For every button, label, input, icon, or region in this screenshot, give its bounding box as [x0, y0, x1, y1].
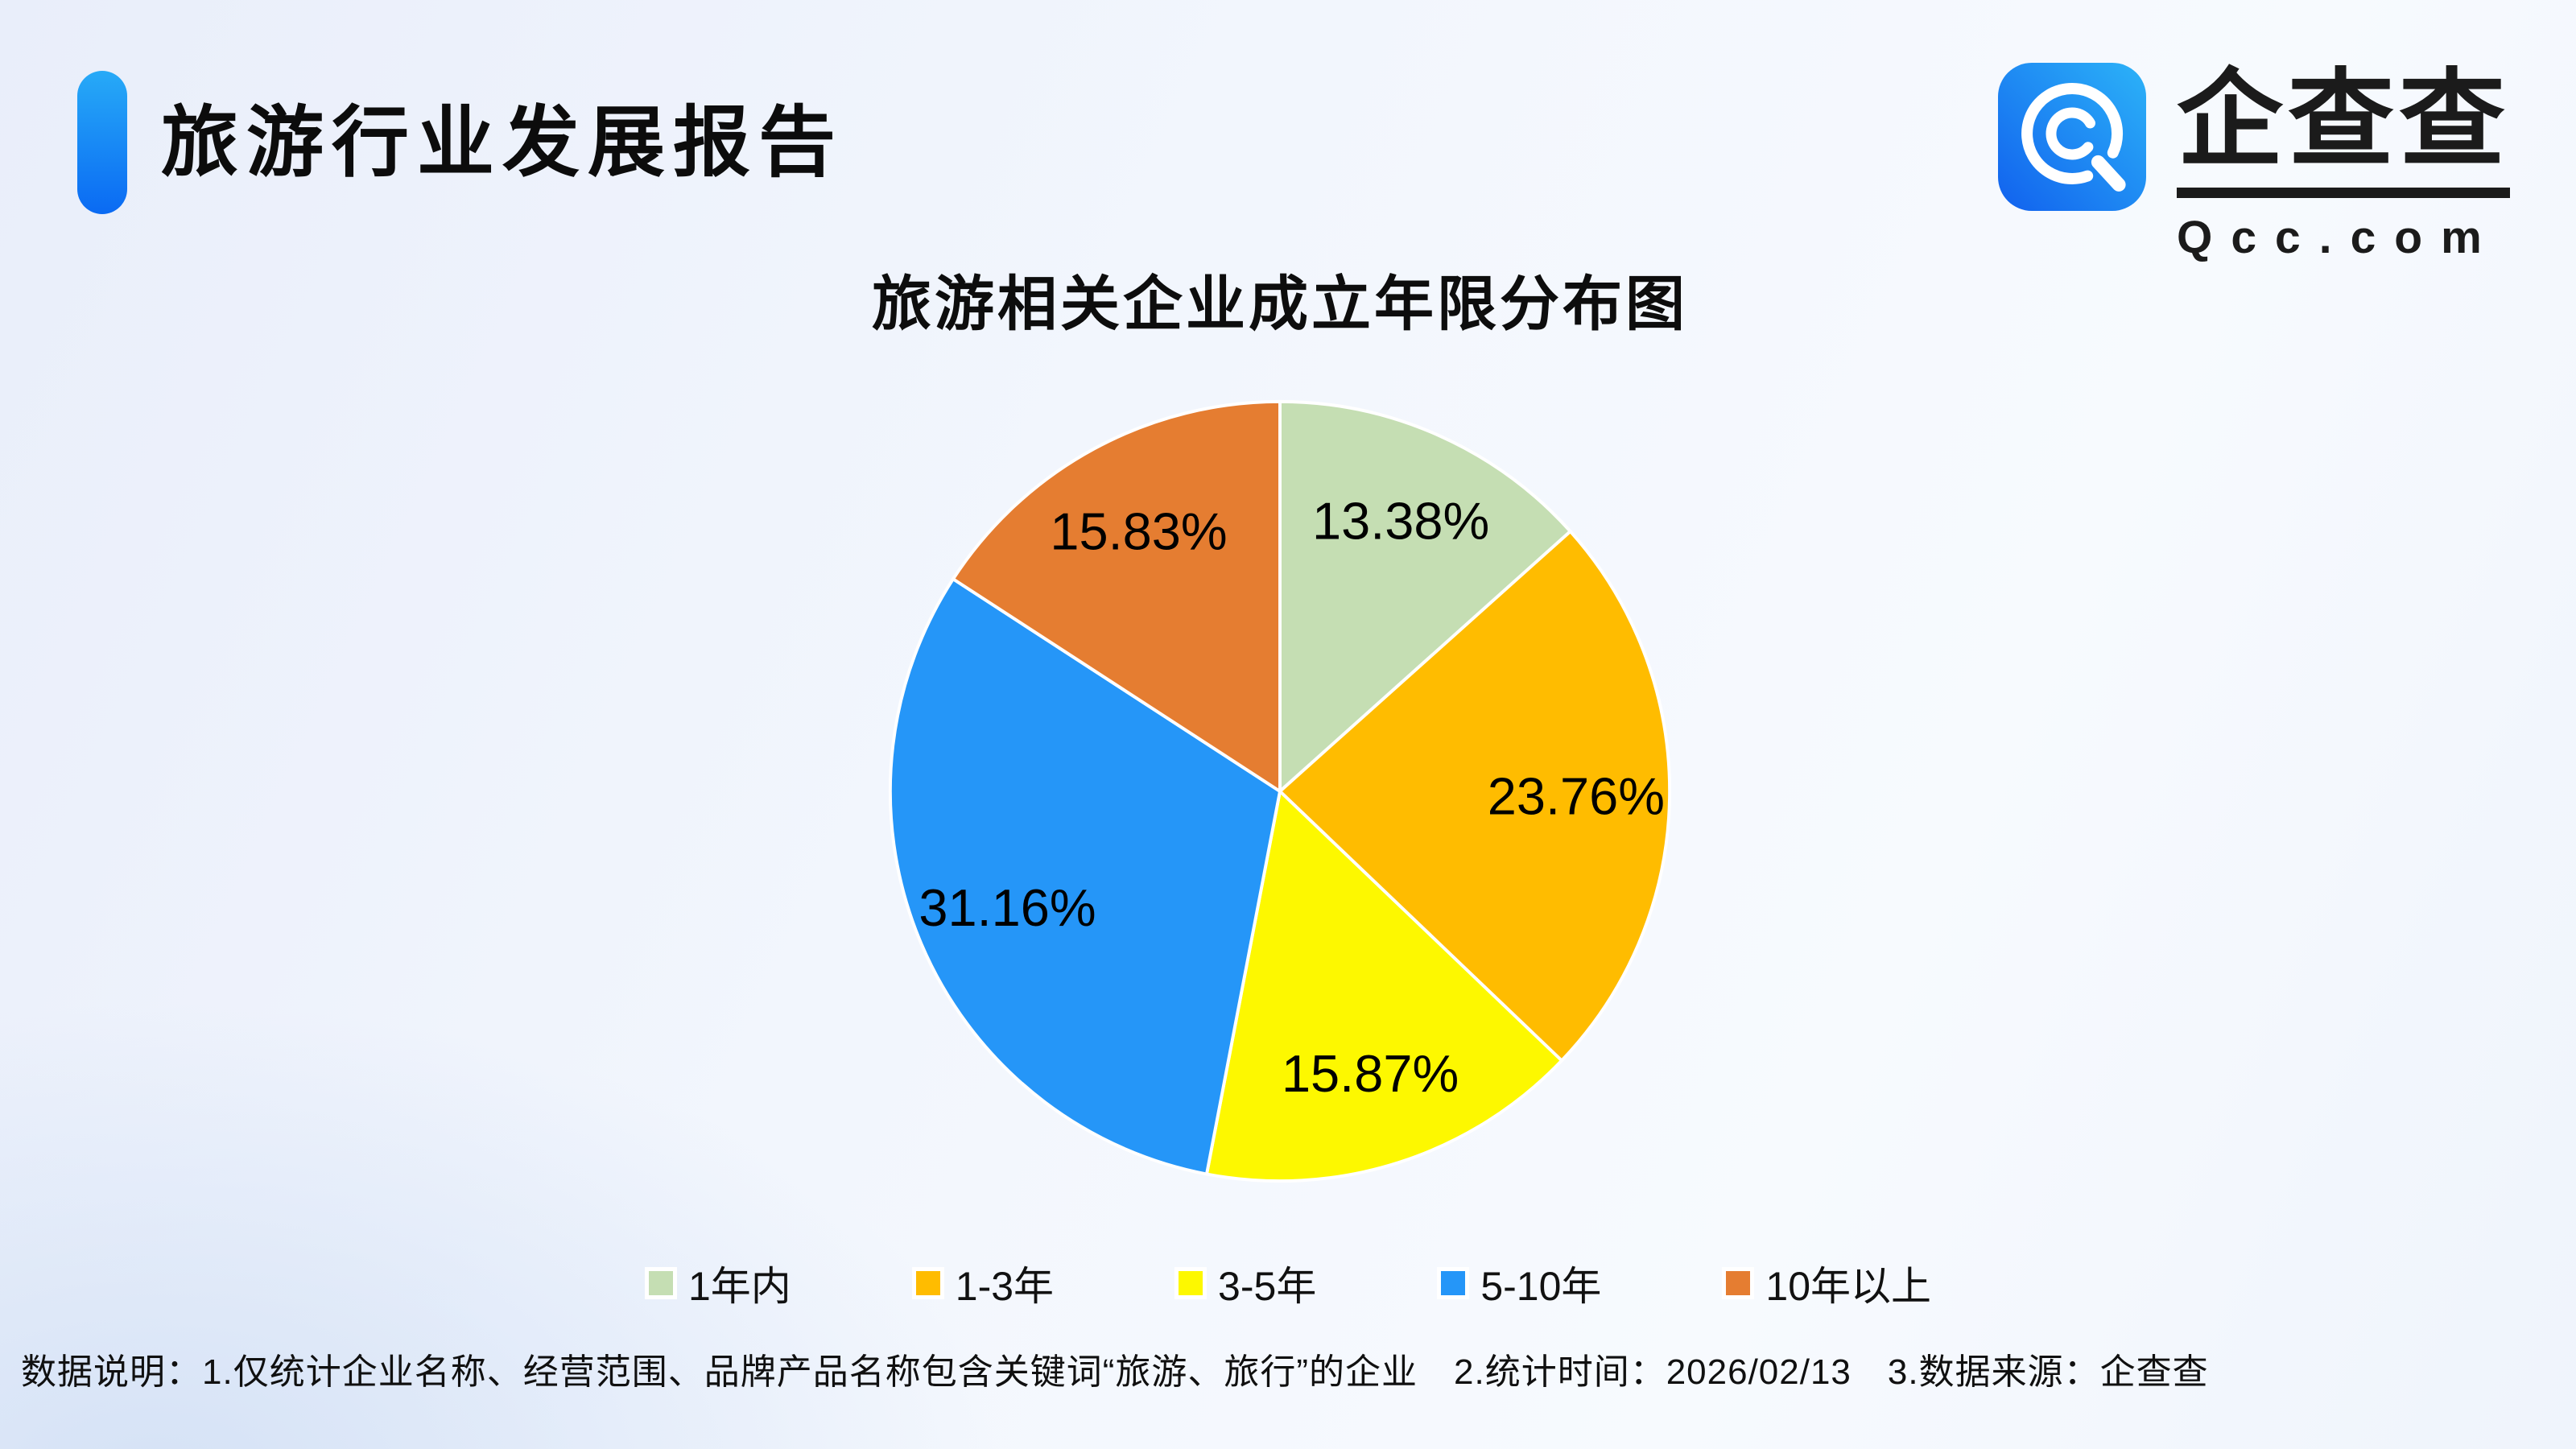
qcc-logo: 企查查 Qcc.com: [1998, 62, 2510, 264]
footer-note: 数据说明：1.仅统计企业名称、经营范围、品牌产品名称包含关键词“旅游、旅行”的企…: [21, 1352, 2209, 1392]
legend-swatch: [1722, 1267, 1755, 1299]
qcc-brand-text: 企查查: [2177, 62, 2510, 198]
pie-slice-label: 23.76%: [1488, 767, 1665, 826]
pie-chart: 13.38% 23.76% 15.87% 31.16% 15.83%: [888, 399, 1672, 1183]
legend-label: 1年内: [687, 1264, 791, 1309]
legend-label: 3-5年: [1218, 1264, 1317, 1309]
chart-title: 旅游相关企业成立年限分布图: [872, 270, 1688, 337]
legend-item-3: 5-10年: [1437, 1254, 1601, 1312]
pie-slice-label: 15.87%: [1282, 1044, 1459, 1103]
legend-swatch: [644, 1267, 677, 1299]
title-accent-bar: [77, 71, 127, 214]
pie-slice-label: 15.83%: [1050, 502, 1227, 560]
qcc-domain-text: Qcc.com: [2177, 211, 2500, 263]
legend-label: 1-3年: [955, 1264, 1055, 1309]
legend-swatch: [911, 1267, 944, 1299]
report-title: 旅游行业发展报告: [161, 100, 844, 186]
pie-slice-label: 13.38%: [1312, 492, 1489, 551]
pie-slice-1: [1278, 530, 1672, 1063]
legend-item-1: 1-3年: [911, 1254, 1055, 1312]
pie-slice-3: [888, 577, 1282, 1176]
legend-label: 5-10年: [1480, 1264, 1602, 1309]
pie-slice-label: 31.16%: [919, 878, 1096, 937]
pie-slice-2: [1205, 790, 1563, 1183]
legend: 1年内 1-3年 3-5年 5-10年 10年以上: [0, 1261, 2576, 1309]
legend-item-0: 1年内: [644, 1254, 791, 1312]
qcc-magnifier-icon: [1998, 63, 2146, 211]
legend-swatch: [1174, 1267, 1208, 1299]
qcc-logo-text: 企查查 Qcc.com: [2177, 62, 2510, 264]
legend-item-4: 10年以上: [1722, 1254, 1931, 1312]
legend-label: 10年以上: [1765, 1264, 1932, 1309]
legend-swatch: [1437, 1267, 1470, 1299]
pie-chart-container: 13.38% 23.76% 15.87% 31.16% 15.83%: [884, 395, 1676, 1187]
pie-slice-4: [952, 399, 1282, 793]
pie-slice-0: [1278, 399, 1572, 793]
legend-item-2: 3-5年: [1174, 1254, 1316, 1312]
